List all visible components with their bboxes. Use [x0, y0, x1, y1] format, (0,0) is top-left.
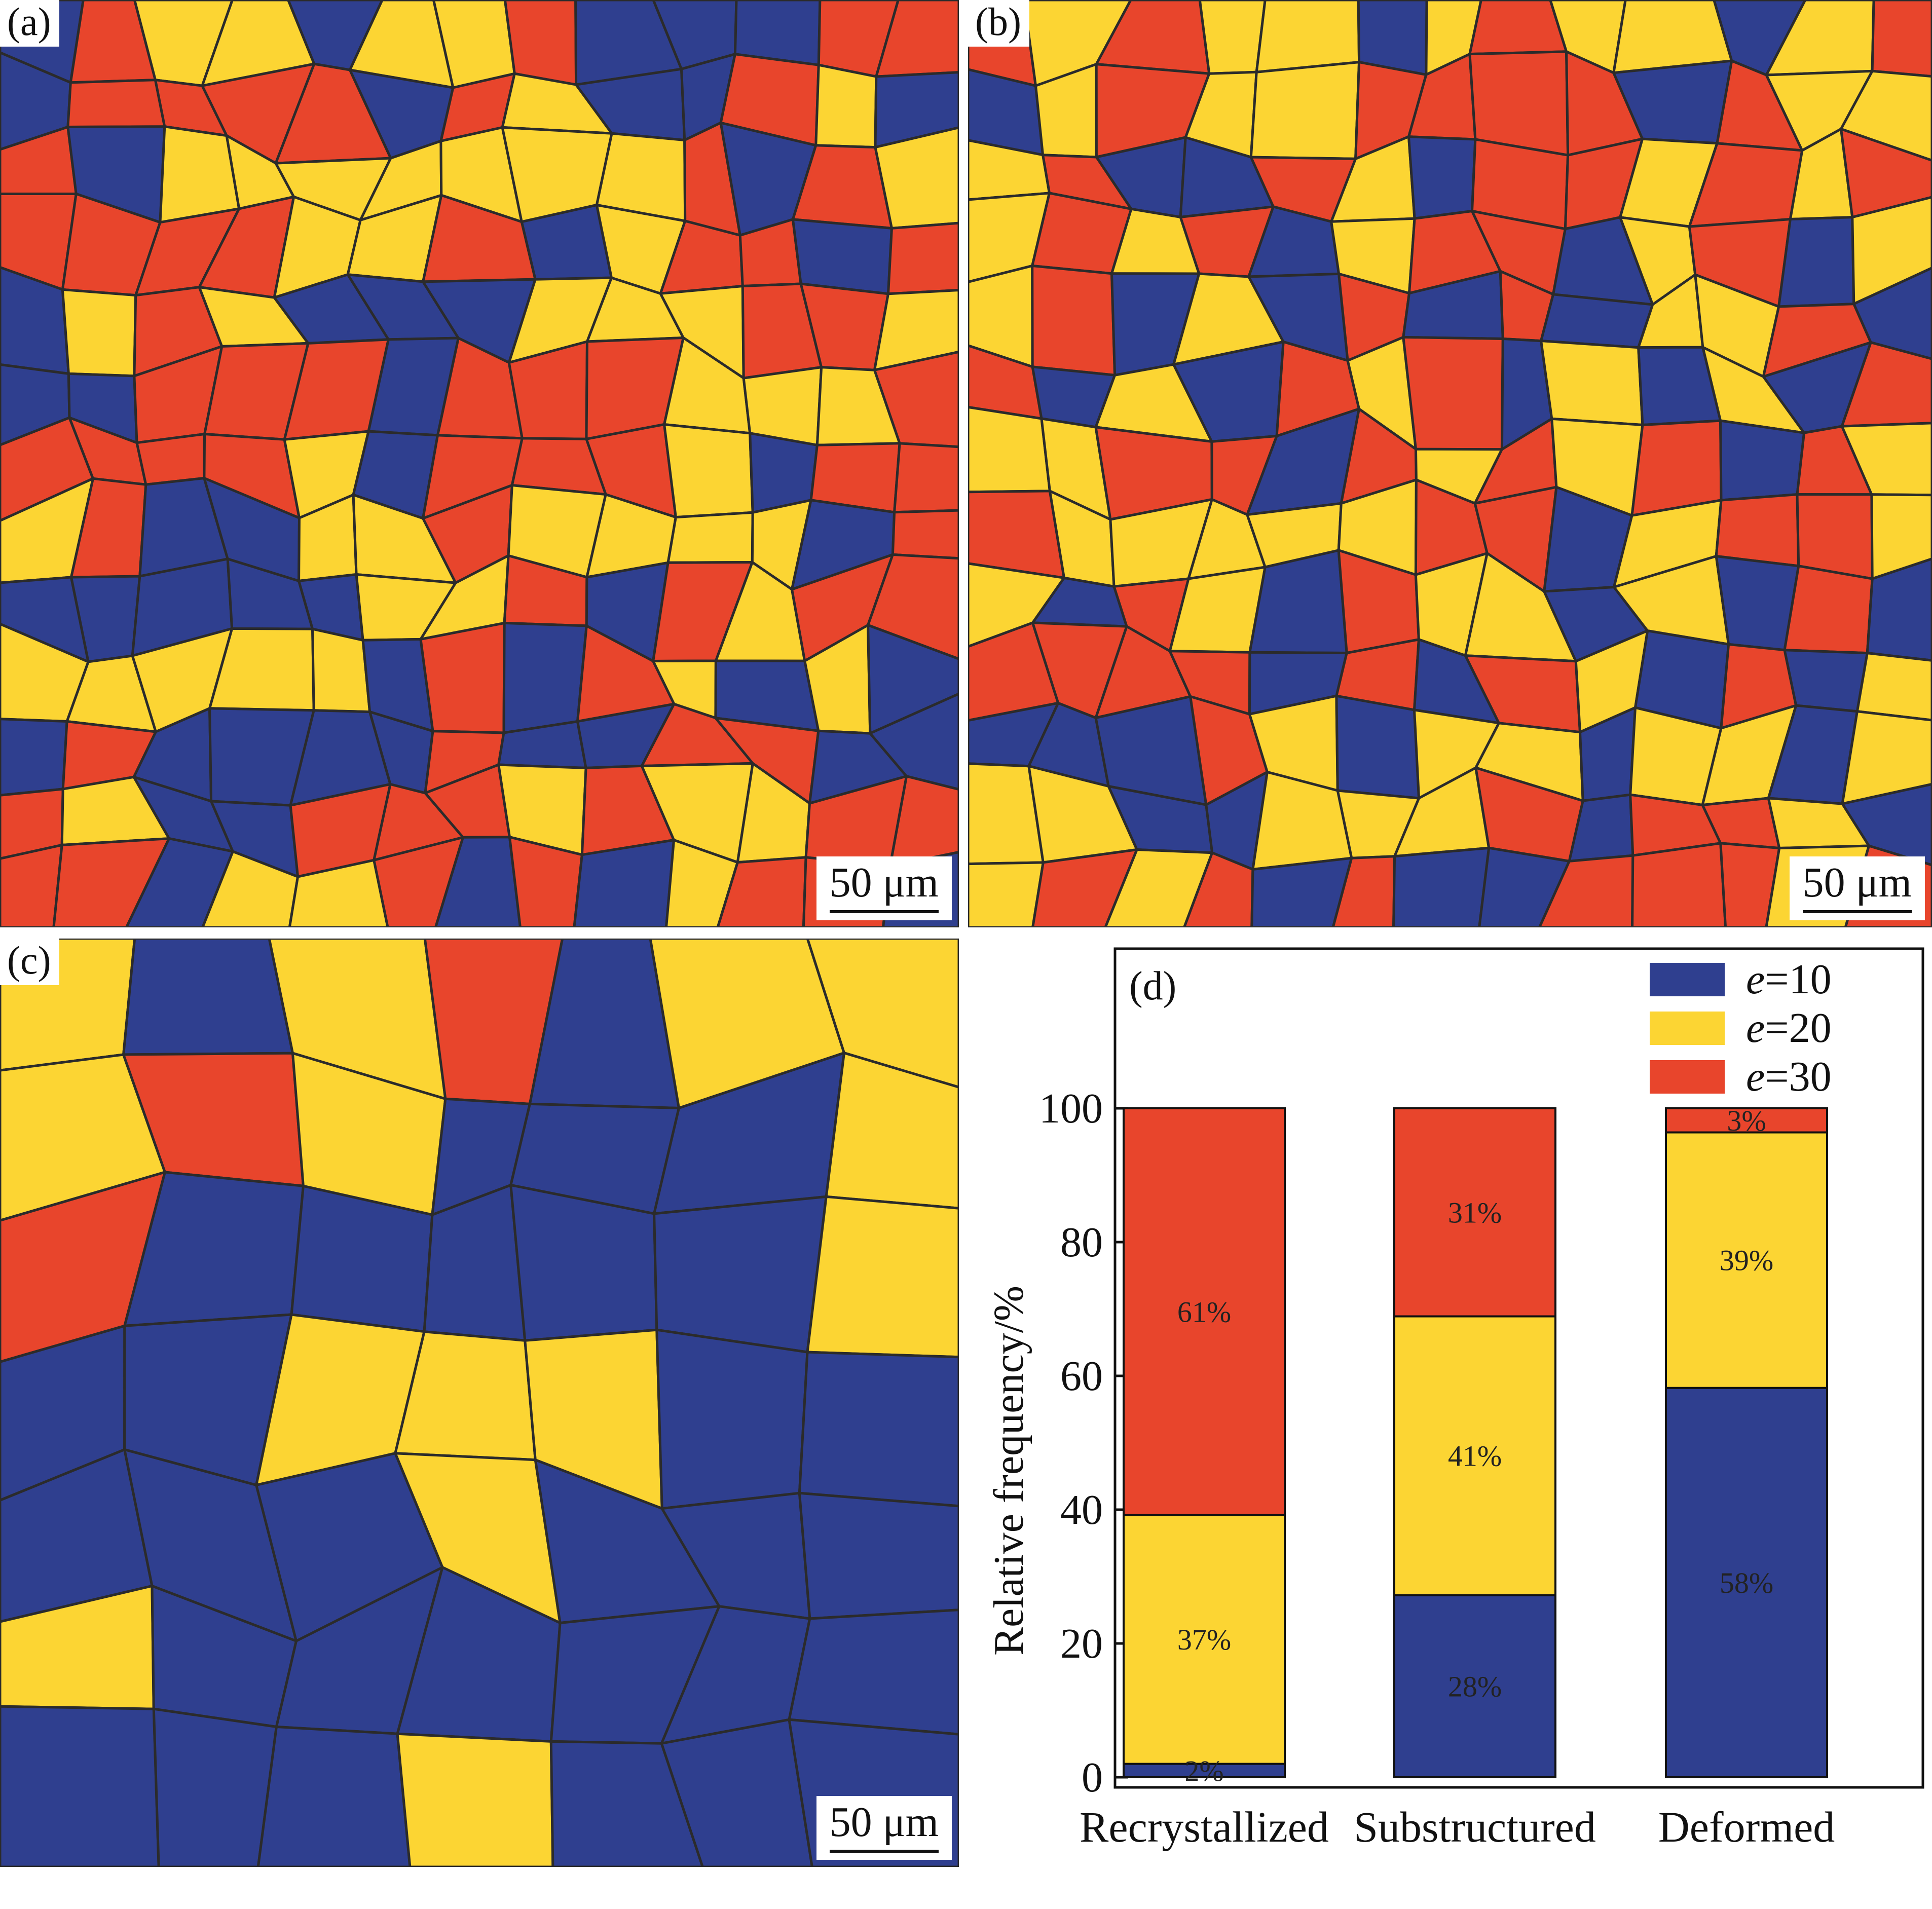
scale-bar-b-text: 50 μm: [1803, 862, 1912, 904]
grain: [1409, 137, 1475, 219]
grain: [313, 629, 370, 712]
scale-bar-c-text: 50 μm: [830, 1801, 939, 1844]
y-tick-label: 0: [1082, 1754, 1103, 1801]
grain: [1785, 566, 1872, 653]
x-tick-label: Substructured: [1354, 1803, 1596, 1851]
legend-swatch-e=20: [1650, 1012, 1725, 1045]
chart-d: (d) Relative frequency/% 0 20 40 60 80 100 2%…: [968, 939, 1932, 1906]
grain: [1872, 0, 1932, 77]
grain: [1251, 62, 1359, 159]
y-axis-title: Relative frequency/%: [985, 1286, 1032, 1656]
grain: [657, 1330, 807, 1509]
legend-swatch-e=10: [1650, 963, 1725, 996]
scale-bar-a-text: 50 μm: [830, 862, 939, 904]
scale-bar-c: 50 μm: [816, 1796, 952, 1860]
scale-bar-c-line: [830, 1850, 939, 1853]
grain: [1857, 653, 1932, 721]
grain: [258, 1727, 410, 1867]
scale-bar-b-line: [1803, 910, 1912, 913]
panel-label-d: (d): [1129, 964, 1176, 1008]
grain: [654, 1196, 827, 1352]
grain: [895, 443, 959, 512]
ebsd-map-c: (c) 50 μm: [0, 939, 959, 1867]
grain: [793, 219, 891, 294]
grain: [0, 845, 62, 927]
grain: [968, 863, 1043, 927]
bar-value-label: 39%: [1720, 1244, 1773, 1277]
panel-label-b: (b): [968, 0, 1029, 47]
grain: [789, 1610, 959, 1735]
grain-map-a: [0, 0, 959, 927]
bar-value-label: 37%: [1177, 1623, 1231, 1656]
grain: [1336, 696, 1419, 798]
grain: [1779, 217, 1854, 307]
grain: [421, 623, 504, 733]
y-tick-label: 100: [1039, 1085, 1103, 1132]
scale-bar-b: 50 μm: [1790, 856, 1925, 920]
x-axis-labels: Recrystallized Substructured Deformed: [1080, 1803, 1835, 1851]
grain: [1721, 421, 1804, 500]
stacked-bar-chart: (d) Relative frequency/% 0 20 40 60 80 100 2%…: [968, 939, 1932, 1906]
grain: [574, 840, 674, 927]
x-tick-label: Deformed: [1658, 1803, 1835, 1851]
grain: [968, 407, 1050, 492]
grain: [1032, 266, 1115, 376]
grain: [1632, 843, 1726, 927]
grain: [1403, 337, 1503, 449]
x-tick-label: Recrystallized: [1080, 1803, 1329, 1851]
grain: [1200, 0, 1265, 73]
bar-value-label: 31%: [1448, 1196, 1502, 1229]
y-tick-label: 20: [1060, 1620, 1103, 1667]
grain: [1785, 650, 1867, 712]
grain-map-b: [968, 0, 1932, 927]
bar-value-label: 2%: [1184, 1754, 1223, 1787]
scale-bar-a: 50 μm: [816, 856, 952, 920]
bar-value-label: 41%: [1448, 1440, 1502, 1473]
grain: [1256, 0, 1359, 72]
panel-label-c: (c): [0, 939, 59, 985]
legend-label-e=20: e=20: [1746, 1004, 1832, 1052]
grain: [888, 223, 959, 294]
legend: e=10e=20e=30: [1650, 956, 1832, 1100]
y-tick-label: 60: [1060, 1353, 1103, 1400]
bar-value-label: 61%: [1177, 1295, 1231, 1328]
grain: [1470, 52, 1568, 155]
grain: [0, 719, 67, 796]
grain: [668, 512, 753, 563]
scale-bar-a-line: [830, 910, 939, 913]
grain: [799, 1493, 959, 1619]
bar-value-label: 28%: [1448, 1670, 1502, 1703]
bar-value-label: 3%: [1727, 1104, 1766, 1137]
grain: [893, 510, 959, 558]
grain: [1716, 495, 1799, 566]
legend-label-e=30: e=30: [1746, 1053, 1832, 1100]
grain: [154, 1709, 276, 1867]
grain: [807, 1196, 959, 1357]
grain: [505, 0, 576, 85]
grain-map-c: [0, 939, 959, 1867]
grain: [124, 939, 293, 1055]
grain: [664, 425, 753, 517]
y-tick-label: 40: [1060, 1486, 1103, 1533]
ebsd-map-a: (a) 50 μm: [0, 0, 959, 927]
grain: [137, 434, 205, 485]
grain: [504, 623, 586, 733]
grain: [1541, 341, 1643, 425]
grain: [799, 1352, 959, 1506]
ebsd-map-b: (b) 50 μm: [968, 0, 1932, 927]
grain: [397, 1734, 553, 1867]
bar-value-label: 58%: [1720, 1566, 1773, 1599]
grain: [0, 1706, 159, 1867]
grain: [1797, 495, 1872, 579]
grain: [1394, 848, 1489, 927]
grain: [816, 65, 876, 147]
panel-label-a: (a): [0, 0, 59, 47]
grain: [68, 80, 165, 127]
legend-label-e=10: e=10: [1746, 956, 1832, 1003]
legend-swatch-e=30: [1650, 1060, 1725, 1094]
grain: [1541, 294, 1653, 348]
grain: [62, 289, 135, 376]
y-tick-label: 80: [1060, 1219, 1103, 1266]
